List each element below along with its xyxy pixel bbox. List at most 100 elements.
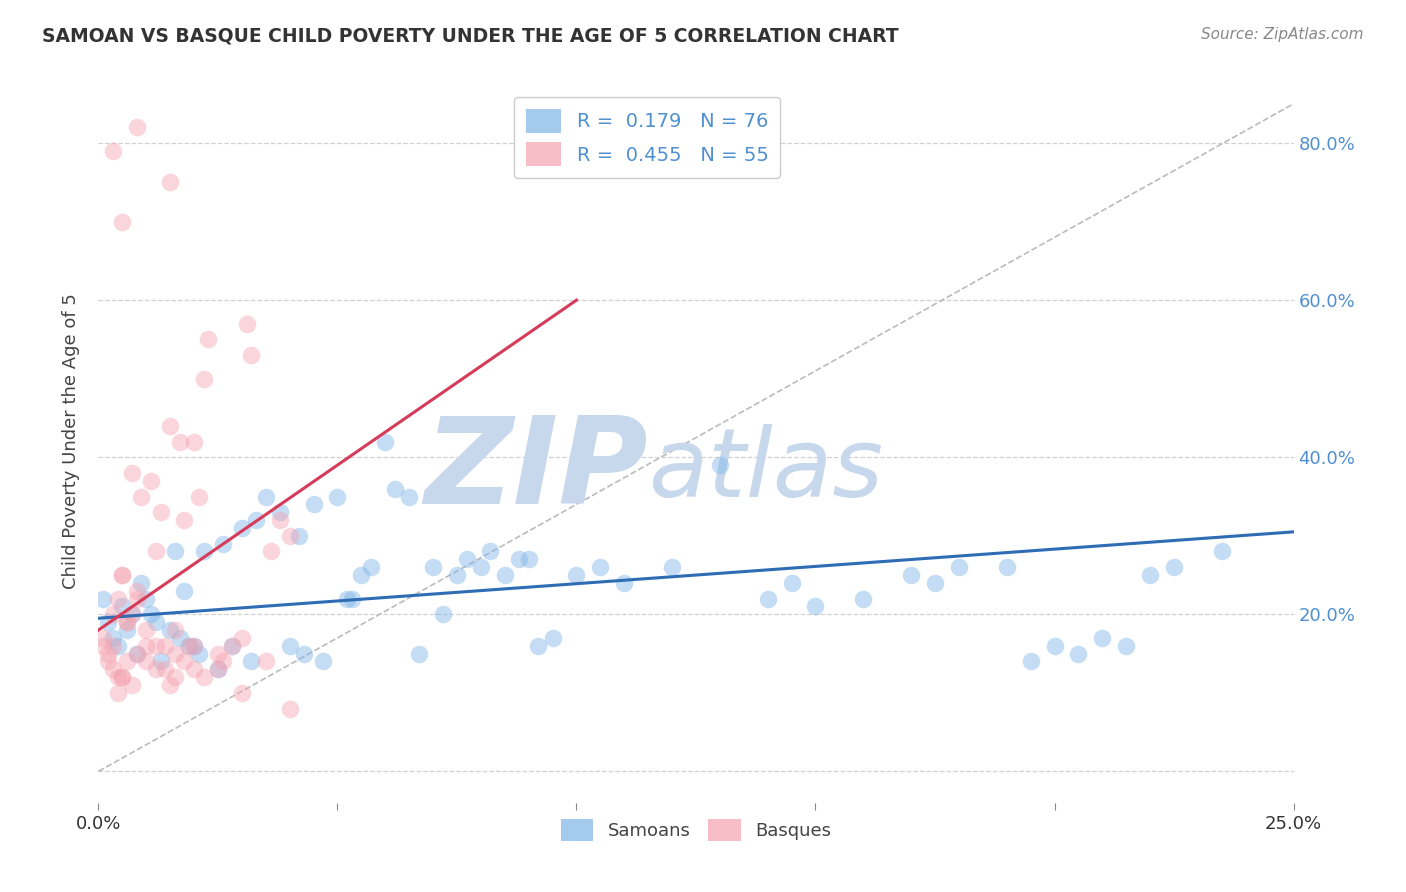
Point <box>211 536 233 550</box>
Point <box>131 490 153 504</box>
Point <box>125 120 148 135</box>
Point <box>995 560 1018 574</box>
Point <box>1211 544 1233 558</box>
Point <box>135 591 157 606</box>
Point <box>183 434 205 449</box>
Point <box>107 686 129 700</box>
Point <box>804 599 827 614</box>
Point <box>197 333 219 347</box>
Point <box>302 497 325 511</box>
Point <box>422 560 444 574</box>
Point <box>312 655 335 669</box>
Point <box>125 647 148 661</box>
Point <box>145 662 167 676</box>
Point <box>183 662 205 676</box>
Point <box>780 575 803 590</box>
Point <box>97 655 120 669</box>
Point <box>169 631 191 645</box>
Point <box>163 670 186 684</box>
Point <box>187 647 209 661</box>
Point <box>111 670 134 684</box>
Point <box>374 434 396 449</box>
Text: ZIP: ZIP <box>425 412 648 529</box>
Point <box>269 513 291 527</box>
Point <box>97 615 120 630</box>
Point <box>121 466 143 480</box>
Point <box>115 623 138 637</box>
Point <box>207 647 229 661</box>
Point <box>163 544 186 558</box>
Point <box>145 615 167 630</box>
Point <box>613 575 636 590</box>
Point <box>207 662 229 676</box>
Point <box>1043 639 1066 653</box>
Point <box>135 623 157 637</box>
Point <box>508 552 530 566</box>
Point <box>240 655 263 669</box>
Point <box>207 662 229 676</box>
Point <box>193 670 215 684</box>
Point <box>145 639 167 653</box>
Point <box>900 568 922 582</box>
Point <box>340 591 363 606</box>
Text: Source: ZipAtlas.com: Source: ZipAtlas.com <box>1201 27 1364 42</box>
Point <box>91 631 114 645</box>
Point <box>541 631 564 645</box>
Point <box>111 599 134 614</box>
Point <box>97 647 120 661</box>
Point <box>446 568 468 582</box>
Point <box>121 678 143 692</box>
Point <box>1115 639 1137 653</box>
Point <box>470 560 492 574</box>
Point <box>589 560 612 574</box>
Point <box>115 615 138 630</box>
Point <box>211 655 233 669</box>
Point <box>115 615 138 630</box>
Point <box>288 529 311 543</box>
Point <box>187 490 209 504</box>
Point <box>173 583 195 598</box>
Point <box>408 647 430 661</box>
Point <box>169 434 191 449</box>
Point <box>221 639 243 653</box>
Point <box>131 575 153 590</box>
Point <box>517 552 540 566</box>
Point <box>107 639 129 653</box>
Point <box>179 639 201 653</box>
Text: SAMOAN VS BASQUE CHILD POVERTY UNDER THE AGE OF 5 CORRELATION CHART: SAMOAN VS BASQUE CHILD POVERTY UNDER THE… <box>42 27 898 45</box>
Point <box>111 568 134 582</box>
Point <box>125 591 148 606</box>
Point <box>235 317 257 331</box>
Point <box>159 623 181 637</box>
Point <box>245 513 267 527</box>
Point <box>145 544 167 558</box>
Point <box>183 639 205 653</box>
Point <box>111 568 134 582</box>
Point <box>432 607 454 622</box>
Point <box>125 647 148 661</box>
Point <box>326 490 349 504</box>
Point <box>193 544 215 558</box>
Point <box>231 521 253 535</box>
Point <box>125 583 148 598</box>
Point <box>231 686 253 700</box>
Point <box>159 418 181 433</box>
Point <box>756 591 779 606</box>
Point <box>254 655 277 669</box>
Point <box>924 575 946 590</box>
Point <box>173 655 195 669</box>
Point <box>254 490 277 504</box>
Point <box>139 607 162 622</box>
Point <box>159 175 181 189</box>
Point <box>661 560 683 574</box>
Point <box>107 591 129 606</box>
Point <box>278 529 301 543</box>
Point <box>139 474 162 488</box>
Point <box>155 639 177 653</box>
Point <box>398 490 420 504</box>
Point <box>193 372 215 386</box>
Point <box>240 348 263 362</box>
Point <box>517 120 540 135</box>
Point <box>1139 568 1161 582</box>
Point <box>101 639 124 653</box>
